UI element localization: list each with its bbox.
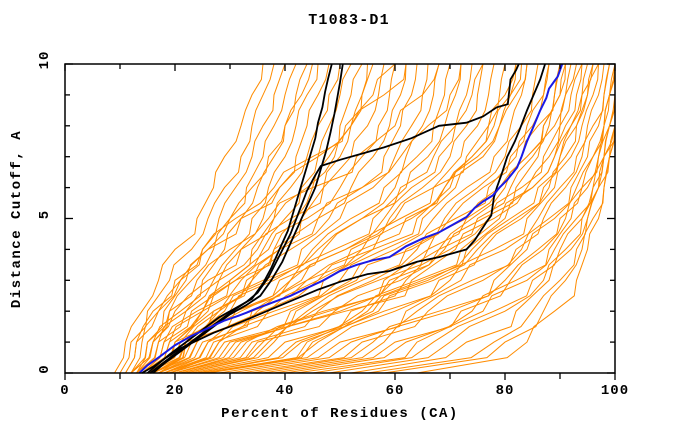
highlight-curve xyxy=(141,63,546,374)
model-curve xyxy=(196,63,583,374)
model-curve xyxy=(185,63,566,374)
model-curve xyxy=(147,63,517,374)
reference-curve xyxy=(138,63,564,374)
model-curve xyxy=(136,63,385,374)
x-axis-title: Percent of Residues (CA) xyxy=(221,406,459,422)
x-tick-label: 80 xyxy=(496,383,515,399)
model-curve xyxy=(114,63,264,374)
model-curve xyxy=(141,63,396,374)
model-curve xyxy=(136,63,319,374)
model-curve xyxy=(147,63,352,374)
y-tick-label: 5 xyxy=(37,210,53,219)
model-curve xyxy=(147,63,429,374)
model-curve xyxy=(202,63,599,374)
highlight-curve xyxy=(152,63,344,374)
x-tick-label: 60 xyxy=(386,383,405,399)
model-curve xyxy=(207,63,599,374)
model-curve xyxy=(152,63,462,374)
model-curve xyxy=(130,63,407,374)
highlight-curve xyxy=(146,63,333,374)
y-tick-label: 10 xyxy=(37,51,53,70)
x-tick-label: 0 xyxy=(60,383,69,399)
model-curve xyxy=(295,64,616,374)
model-curves-layer xyxy=(114,63,616,374)
model-curve xyxy=(125,63,286,374)
axes-layer xyxy=(64,63,616,380)
model-curve xyxy=(163,63,495,374)
model-curve xyxy=(158,63,528,374)
model-curve xyxy=(169,63,561,374)
model-curve xyxy=(163,63,517,374)
model-curve xyxy=(152,63,440,374)
model-curve xyxy=(158,63,484,374)
model-curve xyxy=(174,63,566,374)
x-tick-label: 100 xyxy=(601,383,629,399)
model-curve xyxy=(185,63,583,374)
model-curve xyxy=(130,63,374,374)
y-tick-label: 0 xyxy=(37,364,53,373)
x-tick-label: 40 xyxy=(276,383,295,399)
model-curve xyxy=(163,63,550,374)
model-curve xyxy=(169,63,506,374)
model-curve xyxy=(229,63,610,374)
model-curve xyxy=(218,63,605,374)
model-curve xyxy=(196,63,594,374)
model-curve xyxy=(273,63,616,374)
y-axis-title: Distance Cutoff, A xyxy=(9,130,25,308)
model-curve xyxy=(136,63,313,374)
model-curve xyxy=(180,63,572,374)
model-curve xyxy=(202,63,588,374)
model-curve xyxy=(125,63,396,374)
x-tick-label: 20 xyxy=(166,383,185,399)
model-curve xyxy=(180,63,561,374)
model-curve xyxy=(169,63,528,374)
model-curve xyxy=(158,63,473,374)
model-curve xyxy=(141,63,330,374)
model-curve xyxy=(367,64,616,374)
highlight-curve xyxy=(149,63,520,374)
chart-title: T1083-D1 xyxy=(308,12,390,29)
model-curve xyxy=(136,63,440,374)
highlight-curves-layer xyxy=(138,63,564,374)
model-curve xyxy=(240,63,610,374)
model-curve xyxy=(251,63,616,374)
